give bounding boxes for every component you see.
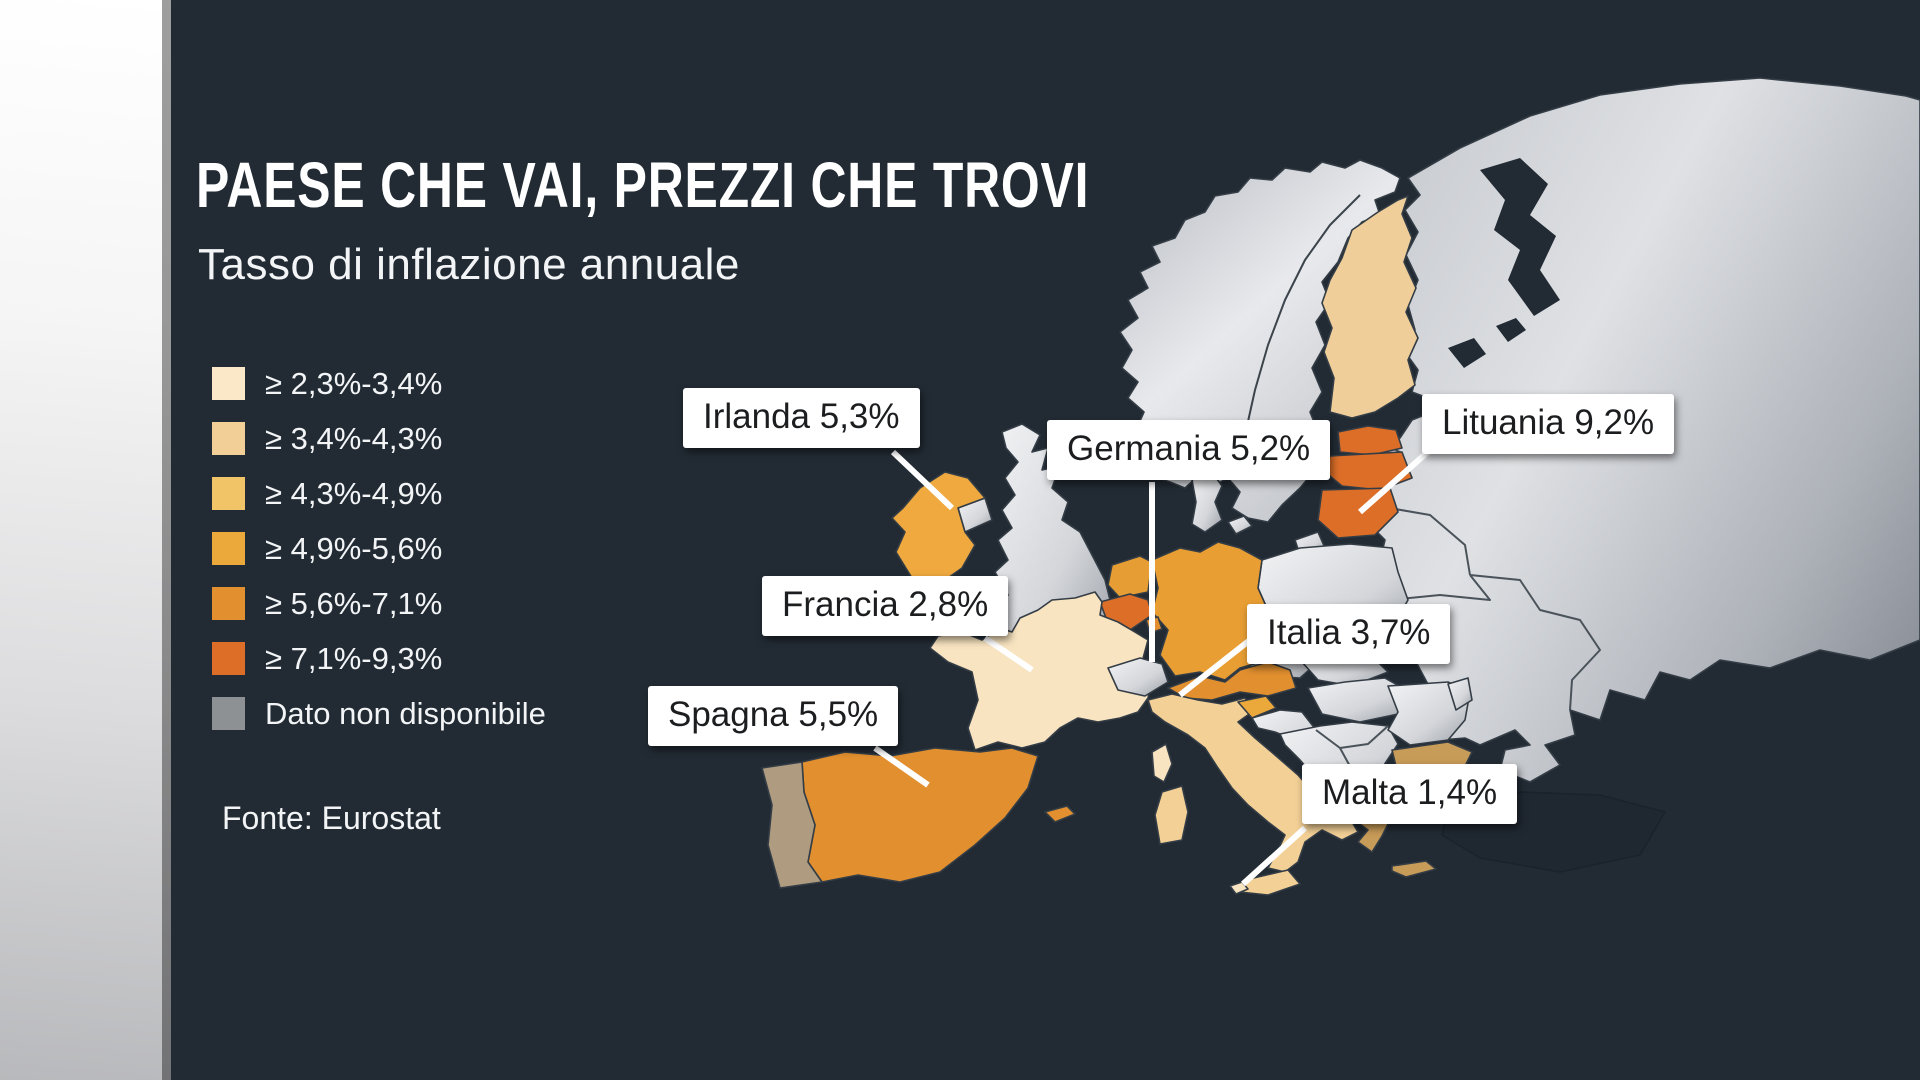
white-sea [1480, 158, 1560, 316]
legend-swatch-icon [212, 477, 245, 510]
legend-row: ≥ 3,4%-4,3% [212, 411, 546, 466]
country-slovenia [1237, 695, 1277, 719]
callout-lituania: Lituania 9,2% [1422, 394, 1675, 454]
callout-line-irlanda [890, 449, 955, 511]
legend: ≥ 2,3%-3,4% ≥ 3,4%-4,3% ≥ 4,3%-4,9% ≥ 4,… [212, 356, 546, 741]
legend-swatch-icon [212, 367, 245, 400]
legend-swatch-icon [212, 642, 245, 675]
callout-germania: Germania 5,2% [1047, 420, 1331, 480]
country-finland [1321, 195, 1419, 419]
callout-line-malta [1240, 825, 1308, 887]
source-note: Fonte: Eurostat [222, 800, 441, 836]
country-netherlands [1107, 555, 1153, 599]
island-balearics [1044, 805, 1076, 823]
legend-swatch-icon [212, 697, 245, 730]
country-portugal [761, 761, 823, 889]
island-crete [1391, 860, 1437, 878]
callout-spagna: Spagna 5,5% [648, 686, 899, 746]
callout-line-francia [983, 635, 1034, 673]
callout-line-italia [1178, 637, 1252, 698]
legend-label: ≥ 3,4%-4,3% [265, 420, 443, 456]
legend-label: ≥ 4,3%-4,9% [265, 475, 443, 511]
callout-malta: Malta 1,4% [1302, 764, 1518, 824]
balkan-borders [1315, 725, 1389, 771]
denmark-islands [1227, 515, 1253, 535]
legend-label: Dato non disponibile [265, 695, 546, 731]
island-sardinia [1154, 785, 1189, 845]
country-moldova [1447, 677, 1473, 711]
lake-onega [1496, 318, 1526, 342]
country-estonia [1337, 425, 1403, 456]
legend-swatch-icon [212, 422, 245, 455]
legend-label: ≥ 4,9%-5,6% [265, 530, 443, 566]
page-subtitle: Tasso di inflazione annuale [198, 240, 740, 289]
legend-label: ≥ 2,3%-3,4% [265, 365, 443, 401]
callout-francia: Francia 2,8% [762, 576, 1009, 636]
country-denmark [1191, 471, 1223, 533]
legend-swatch-icon [212, 532, 245, 565]
country-spain [801, 747, 1039, 883]
country-ireland [891, 471, 986, 586]
legend-row: ≥ 4,3%-4,9% [212, 466, 546, 521]
legend-row: Dato non disponibile [212, 686, 546, 741]
callout-line-lituania [1358, 447, 1432, 515]
callout-irlanda: Irlanda 5,3% [683, 388, 920, 448]
legend-row: ≥ 2,3%-3,4% [212, 356, 546, 411]
callout-lines [873, 447, 1432, 887]
legend-swatch-icon [212, 587, 245, 620]
legend-row: ≥ 5,6%-7,1% [212, 576, 546, 631]
country-malta [1229, 881, 1249, 895]
island-corsica [1151, 743, 1173, 783]
lake-ladoga [1448, 338, 1486, 368]
callout-line-spagna [873, 745, 930, 788]
legend-row: ≥ 7,1%-9,3% [212, 631, 546, 686]
legend-label: ≥ 5,6%-7,1% [265, 585, 443, 621]
legend-label: ≥ 7,1%-9,3% [265, 640, 443, 676]
callout-italia: Italia 3,7% [1247, 604, 1451, 664]
left-gradient-strip [0, 0, 171, 1080]
country-austria [1167, 661, 1297, 701]
country-switzerland [1107, 657, 1169, 697]
legend-row: ≥ 4,9%-5,6% [212, 521, 546, 576]
page-title: PAESE CHE VAI, PREZZI CHE TROVI [196, 149, 1090, 221]
